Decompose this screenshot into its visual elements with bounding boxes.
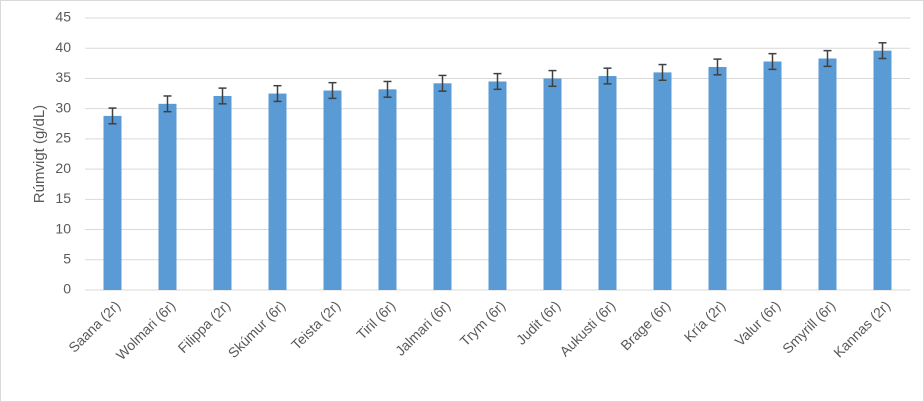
bar bbox=[433, 83, 452, 290]
error-bar bbox=[273, 84, 282, 103]
bar bbox=[103, 115, 122, 290]
error-bar bbox=[603, 67, 612, 85]
bar bbox=[378, 89, 397, 290]
error-bar bbox=[218, 87, 227, 105]
y-tick-label: 40 bbox=[55, 39, 71, 55]
y-tick-label: 15 bbox=[55, 190, 71, 206]
y-tick-label: 35 bbox=[55, 69, 71, 85]
bar bbox=[708, 66, 727, 291]
bar bbox=[653, 72, 672, 291]
error-bar bbox=[548, 69, 557, 88]
error-bar bbox=[713, 58, 722, 76]
error-bar bbox=[108, 107, 117, 125]
error-bar bbox=[438, 74, 447, 92]
bar bbox=[488, 81, 507, 290]
error-bar bbox=[493, 72, 502, 91]
y-axis-label: Rúmvigt (g/dL) bbox=[31, 105, 48, 203]
bar bbox=[213, 95, 232, 291]
bar bbox=[323, 90, 342, 291]
bar bbox=[158, 103, 177, 290]
bar bbox=[268, 93, 287, 290]
bar bbox=[873, 50, 892, 290]
y-tick-label: 45 bbox=[55, 9, 71, 25]
error-bar bbox=[383, 80, 392, 98]
error-bar bbox=[823, 49, 832, 68]
bar bbox=[818, 58, 837, 291]
error-bar bbox=[768, 52, 777, 71]
bar bbox=[598, 76, 617, 290]
error-bar bbox=[328, 81, 337, 100]
error-bar bbox=[878, 42, 887, 60]
y-tick-label: 10 bbox=[55, 220, 71, 236]
error-bar bbox=[658, 63, 667, 82]
y-tick-label: 25 bbox=[55, 130, 71, 146]
y-tick-label: 0 bbox=[63, 281, 71, 297]
y-tick-label: 5 bbox=[63, 250, 71, 266]
y-tick-label: 30 bbox=[55, 99, 71, 115]
y-tick-label: 20 bbox=[55, 160, 71, 176]
bar bbox=[763, 61, 782, 290]
bar bbox=[543, 78, 562, 290]
error-bar bbox=[163, 95, 172, 113]
